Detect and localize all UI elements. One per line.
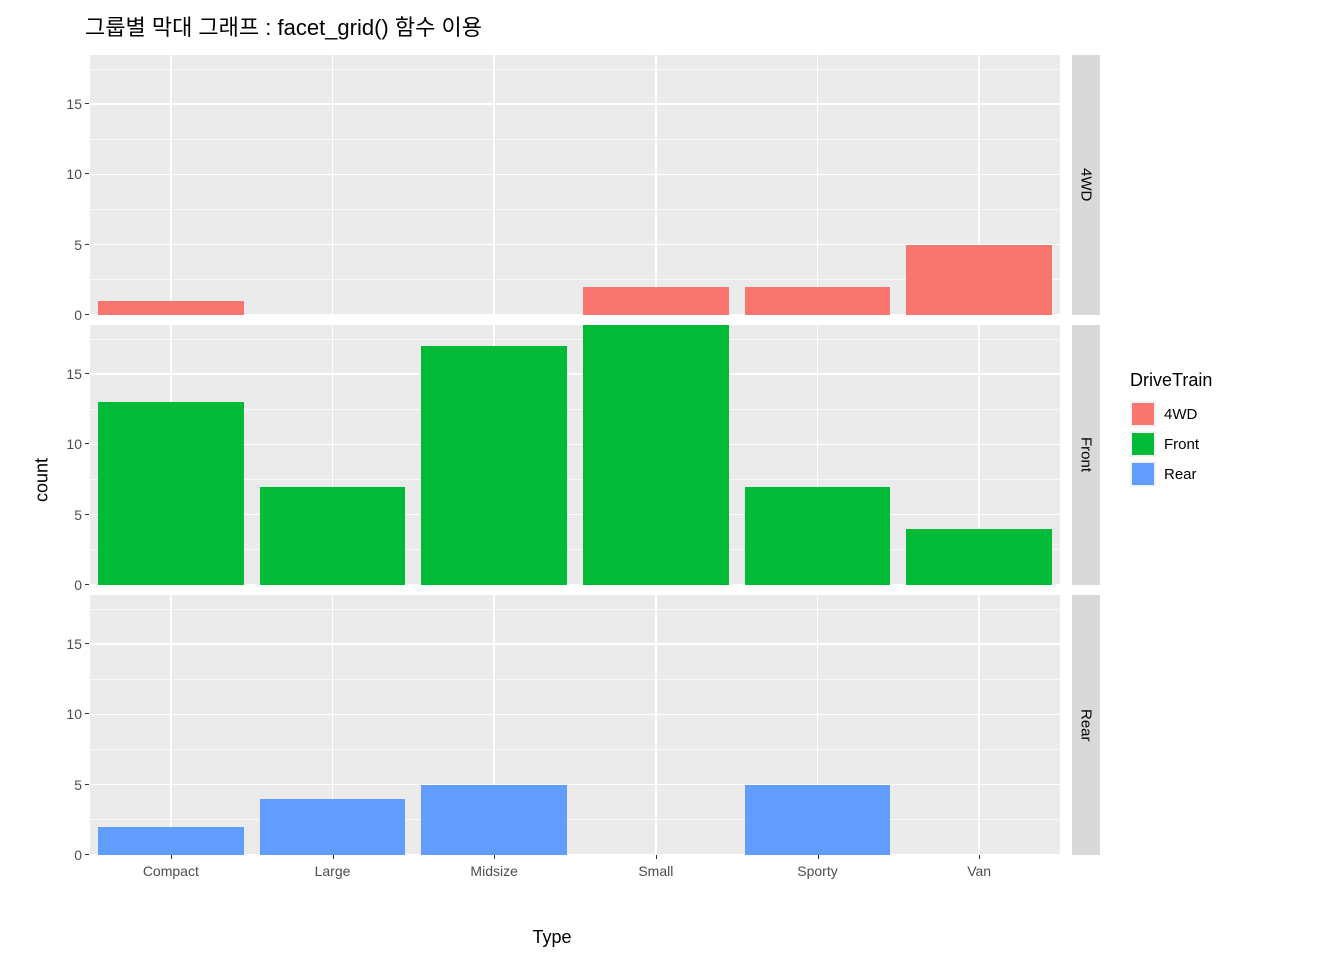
bar-large (260, 487, 406, 585)
facet-strip-label: Rear (1078, 709, 1095, 742)
gridline-h-minor (90, 679, 1060, 680)
gridline-v (817, 55, 819, 315)
gridline-v (170, 55, 172, 315)
legend-item-rear: Rear (1130, 461, 1310, 487)
xtick-label: Midsize (470, 863, 517, 879)
xtick-mark (494, 855, 495, 859)
legend-items: 4WD Front Rear (1130, 401, 1310, 487)
gridline-h (90, 643, 1060, 645)
ytick-label: 15 (66, 636, 82, 652)
gridline-h (90, 373, 1060, 375)
bar-sporty (745, 785, 891, 855)
gridline-v (655, 595, 657, 855)
ytick-mark (85, 173, 89, 174)
ytick-mark (85, 514, 89, 515)
legend-swatch (1130, 401, 1156, 427)
ytick-label: 15 (66, 366, 82, 382)
ytick-label: 10 (66, 706, 82, 722)
xtick-mark (333, 855, 334, 859)
gridline-v (332, 55, 334, 315)
ytick-mark (85, 854, 89, 855)
gridline-h (90, 103, 1060, 105)
x-axis-label: Type (532, 927, 571, 948)
bar-van (906, 245, 1052, 315)
xtick-label: Compact (143, 863, 199, 879)
chart-container: 그룹별 막대 그래프 : facet_grid() 함수 이용 count Ty… (0, 0, 1344, 960)
legend-item-front: Front (1130, 431, 1310, 457)
gridline-v (170, 595, 172, 855)
ytick-mark (85, 584, 89, 585)
facet-panel-front: 051015 (90, 325, 1060, 585)
facet-panel-4wd: 051015 (90, 55, 1060, 315)
gridline-v (655, 55, 657, 315)
gridline-h (90, 784, 1060, 786)
legend-swatch (1130, 431, 1156, 457)
ytick-mark (85, 244, 89, 245)
ytick-mark (85, 643, 89, 644)
ytick-label: 0 (74, 847, 82, 863)
xtick-label: Large (315, 863, 351, 879)
bar-small (583, 325, 729, 585)
gridline-h-minor (90, 609, 1060, 610)
ytick-mark (85, 103, 89, 104)
gridline-h-minor (90, 339, 1060, 340)
legend-title: DriveTrain (1130, 370, 1310, 391)
gridline-v (493, 55, 495, 315)
legend-label: Front (1164, 436, 1199, 453)
facet-strip-label: 4WD (1078, 168, 1095, 201)
facet-strip-front: Front (1072, 325, 1100, 585)
bar-compact (98, 827, 244, 855)
bar-van (906, 529, 1052, 585)
gridline-v (978, 595, 980, 855)
legend-swatch (1130, 461, 1156, 487)
ytick-mark (85, 713, 89, 714)
legend-label: Rear (1164, 466, 1197, 483)
bar-midsize (421, 346, 567, 585)
chart-title: 그룹별 막대 그래프 : facet_grid() 함수 이용 (85, 10, 482, 42)
xtick-label: Van (967, 863, 991, 879)
legend-item-4wd: 4WD (1130, 401, 1310, 427)
bar-compact (98, 301, 244, 315)
gridline-h-minor (90, 209, 1060, 210)
xtick-mark (656, 855, 657, 859)
gridline-h-minor (90, 819, 1060, 820)
gridline-h-minor (90, 139, 1060, 140)
xtick-mark (171, 855, 172, 859)
ytick-label: 10 (66, 166, 82, 182)
xtick-label: Sporty (797, 863, 837, 879)
ytick-mark (85, 443, 89, 444)
gridline-h (90, 174, 1060, 176)
ytick-label: 0 (74, 577, 82, 593)
legend: DriveTrain 4WD Front Rear (1130, 370, 1310, 491)
xtick-mark (818, 855, 819, 859)
ytick-label: 0 (74, 307, 82, 323)
ytick-mark (85, 373, 89, 374)
xtick-label: Small (638, 863, 673, 879)
y-axis-label: count (32, 458, 53, 502)
ytick-mark (85, 314, 89, 315)
facet-strip-rear: Rear (1072, 595, 1100, 855)
bar-large (260, 799, 406, 855)
ytick-label: 5 (74, 507, 82, 523)
legend-label: 4WD (1164, 406, 1197, 423)
gridline-h (90, 714, 1060, 716)
gridline-h-minor (90, 69, 1060, 70)
bar-compact (98, 402, 244, 585)
xtick-mark (979, 855, 980, 859)
bar-midsize (421, 785, 567, 855)
facet-panel-rear: 051015CompactLargeMidsizeSmallSportyVan (90, 595, 1060, 855)
plot-area: 051015 4WD 051015 Front 051015CompactLargeMi… (90, 55, 1100, 885)
bar-small (583, 287, 729, 315)
ytick-mark (85, 784, 89, 785)
facet-strip-label: Front (1078, 437, 1095, 472)
facet-strip-4wd: 4WD (1072, 55, 1100, 315)
ytick-label: 10 (66, 436, 82, 452)
ytick-label: 5 (74, 777, 82, 793)
gridline-h-minor (90, 749, 1060, 750)
ytick-label: 5 (74, 237, 82, 253)
ytick-label: 15 (66, 96, 82, 112)
bar-sporty (745, 287, 891, 315)
bar-sporty (745, 487, 891, 585)
